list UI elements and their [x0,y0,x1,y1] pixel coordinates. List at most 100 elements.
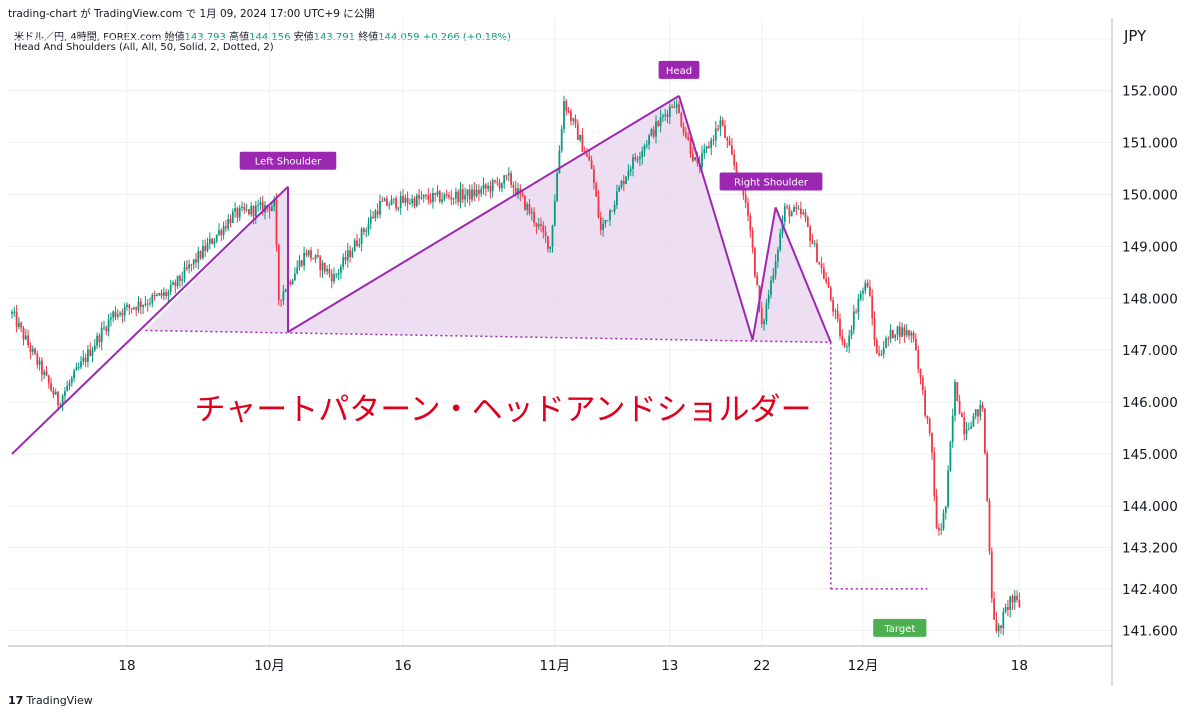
candle-body [128,304,131,309]
candle-body [643,145,646,151]
candle-body [942,512,945,530]
candle-body [816,243,818,263]
candle-body [130,308,133,310]
candle-body [618,186,621,192]
candle-body [558,150,561,174]
candle-body [220,230,223,236]
candle-body [112,311,115,318]
candle-body [158,293,161,296]
candle-body [330,273,333,282]
candle-body [250,206,253,215]
candle-body [43,371,46,375]
candle-body [664,114,667,116]
low-value: 143.791 [313,32,355,43]
candle-body [544,231,547,237]
candle-body [829,287,832,300]
candle-body [429,199,432,203]
left-trend-line [11,185,289,455]
candle-body [291,280,294,285]
candle-body [27,335,29,346]
candle-body [91,350,94,356]
candle-body [47,375,50,384]
candle-body [733,154,736,166]
candle-body [459,189,462,203]
candle-body [781,221,784,234]
candle-body [478,189,480,194]
candle-body [70,377,73,383]
candle-body [1007,607,1009,610]
candle-body [190,264,193,266]
candle-body [694,157,696,161]
candle-body [409,203,411,205]
x-tick-label: 11月 [539,658,570,674]
candle-body [588,156,591,161]
candle-body [142,305,144,308]
candle-body [926,415,929,420]
candle-body [687,136,690,140]
x-tick-label: 10月 [254,658,285,674]
candle-body [708,146,710,149]
candle-body [151,294,154,304]
candle-body [751,230,754,249]
candle-body [73,370,75,378]
candle-body [586,153,588,157]
candle-body [917,349,920,370]
candle-body [100,327,103,343]
publish-info: trading-chart が TradingView.com で 1月 09,… [8,8,375,20]
candle-body [970,426,972,429]
candle-body [935,496,938,528]
candle-body [116,314,119,317]
currency-button[interactable]: JPY [1116,26,1196,46]
candle-body [1011,596,1014,603]
y-tick-label: 150.000 [1122,187,1178,203]
indicator-legend[interactable]: Head And Shoulders (All, All, 50, Solid,… [14,42,274,53]
open-label: 始値 [164,32,185,43]
candle-body [374,210,377,219]
candle-body [763,320,765,325]
candle-body [337,272,340,275]
candle-body [542,225,545,232]
candle-body [611,210,614,212]
candle-body [645,144,648,146]
candle-body [365,230,368,232]
candle-body [609,210,611,221]
candle-body [259,202,262,206]
candle-body [869,286,871,297]
candle-body [321,263,324,271]
candle-body [89,349,92,356]
candle-body [843,341,846,347]
candle-body [560,128,563,151]
candle-body [87,349,89,362]
candle-body [381,200,384,202]
candle-body [457,191,460,203]
candle-body [284,289,287,292]
candle-body [701,153,703,168]
candle-body [77,367,80,369]
candle-body [353,240,356,252]
candle-body [294,273,296,281]
candle-body [526,204,529,210]
candle-body [944,506,947,513]
candle-body [800,208,802,214]
candle-body [717,128,719,130]
candle-body [988,501,991,552]
candle-body [344,256,347,261]
candle-body [392,198,395,200]
low-label: 安値 [293,32,314,43]
candle-body [938,527,940,531]
candle-body [1013,595,1016,603]
pattern-fill [145,95,831,343]
candle-body [452,198,455,200]
candle-body [1009,596,1012,610]
candle-body [98,335,101,343]
candle-body [64,391,66,396]
candle-body [181,279,184,281]
candle-body [280,299,282,301]
candle-body [448,195,450,198]
candle-body [441,199,443,202]
candle-body [878,353,880,356]
change-value: +0.266 (+0.18%) [422,32,511,43]
symbol-title[interactable]: 米ドル／円, 4時間, FOREX.com [14,32,162,43]
candle-body [790,211,793,217]
